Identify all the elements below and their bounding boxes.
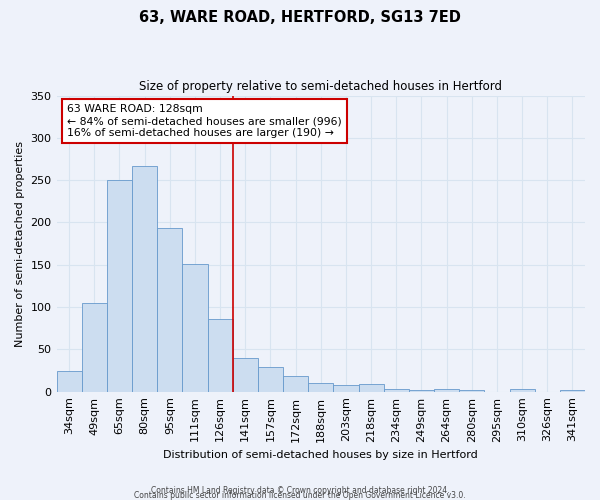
Bar xyxy=(459,390,484,392)
Bar xyxy=(283,376,308,392)
Text: 63, WARE ROAD, HERTFORD, SG13 7ED: 63, WARE ROAD, HERTFORD, SG13 7ED xyxy=(139,10,461,25)
Bar xyxy=(56,370,82,392)
Bar xyxy=(82,303,107,392)
Y-axis label: Number of semi-detached properties: Number of semi-detached properties xyxy=(15,140,25,346)
Bar xyxy=(182,264,208,392)
Text: Contains HM Land Registry data © Crown copyright and database right 2024.: Contains HM Land Registry data © Crown c… xyxy=(151,486,449,495)
Bar xyxy=(560,390,585,392)
Bar xyxy=(409,390,434,392)
Bar xyxy=(359,384,383,392)
Bar xyxy=(509,389,535,392)
Bar xyxy=(107,180,132,392)
Bar xyxy=(308,383,334,392)
Bar xyxy=(383,389,409,392)
X-axis label: Distribution of semi-detached houses by size in Hertford: Distribution of semi-detached houses by … xyxy=(163,450,478,460)
Bar xyxy=(157,228,182,392)
Text: 63 WARE ROAD: 128sqm
← 84% of semi-detached houses are smaller (996)
16% of semi: 63 WARE ROAD: 128sqm ← 84% of semi-detac… xyxy=(67,104,342,138)
Bar xyxy=(334,385,359,392)
Bar xyxy=(208,319,233,392)
Title: Size of property relative to semi-detached houses in Hertford: Size of property relative to semi-detach… xyxy=(139,80,502,93)
Text: Contains public sector information licensed under the Open Government Licence v3: Contains public sector information licen… xyxy=(134,491,466,500)
Bar xyxy=(132,166,157,392)
Bar xyxy=(434,389,459,392)
Bar xyxy=(258,367,283,392)
Bar xyxy=(233,358,258,392)
